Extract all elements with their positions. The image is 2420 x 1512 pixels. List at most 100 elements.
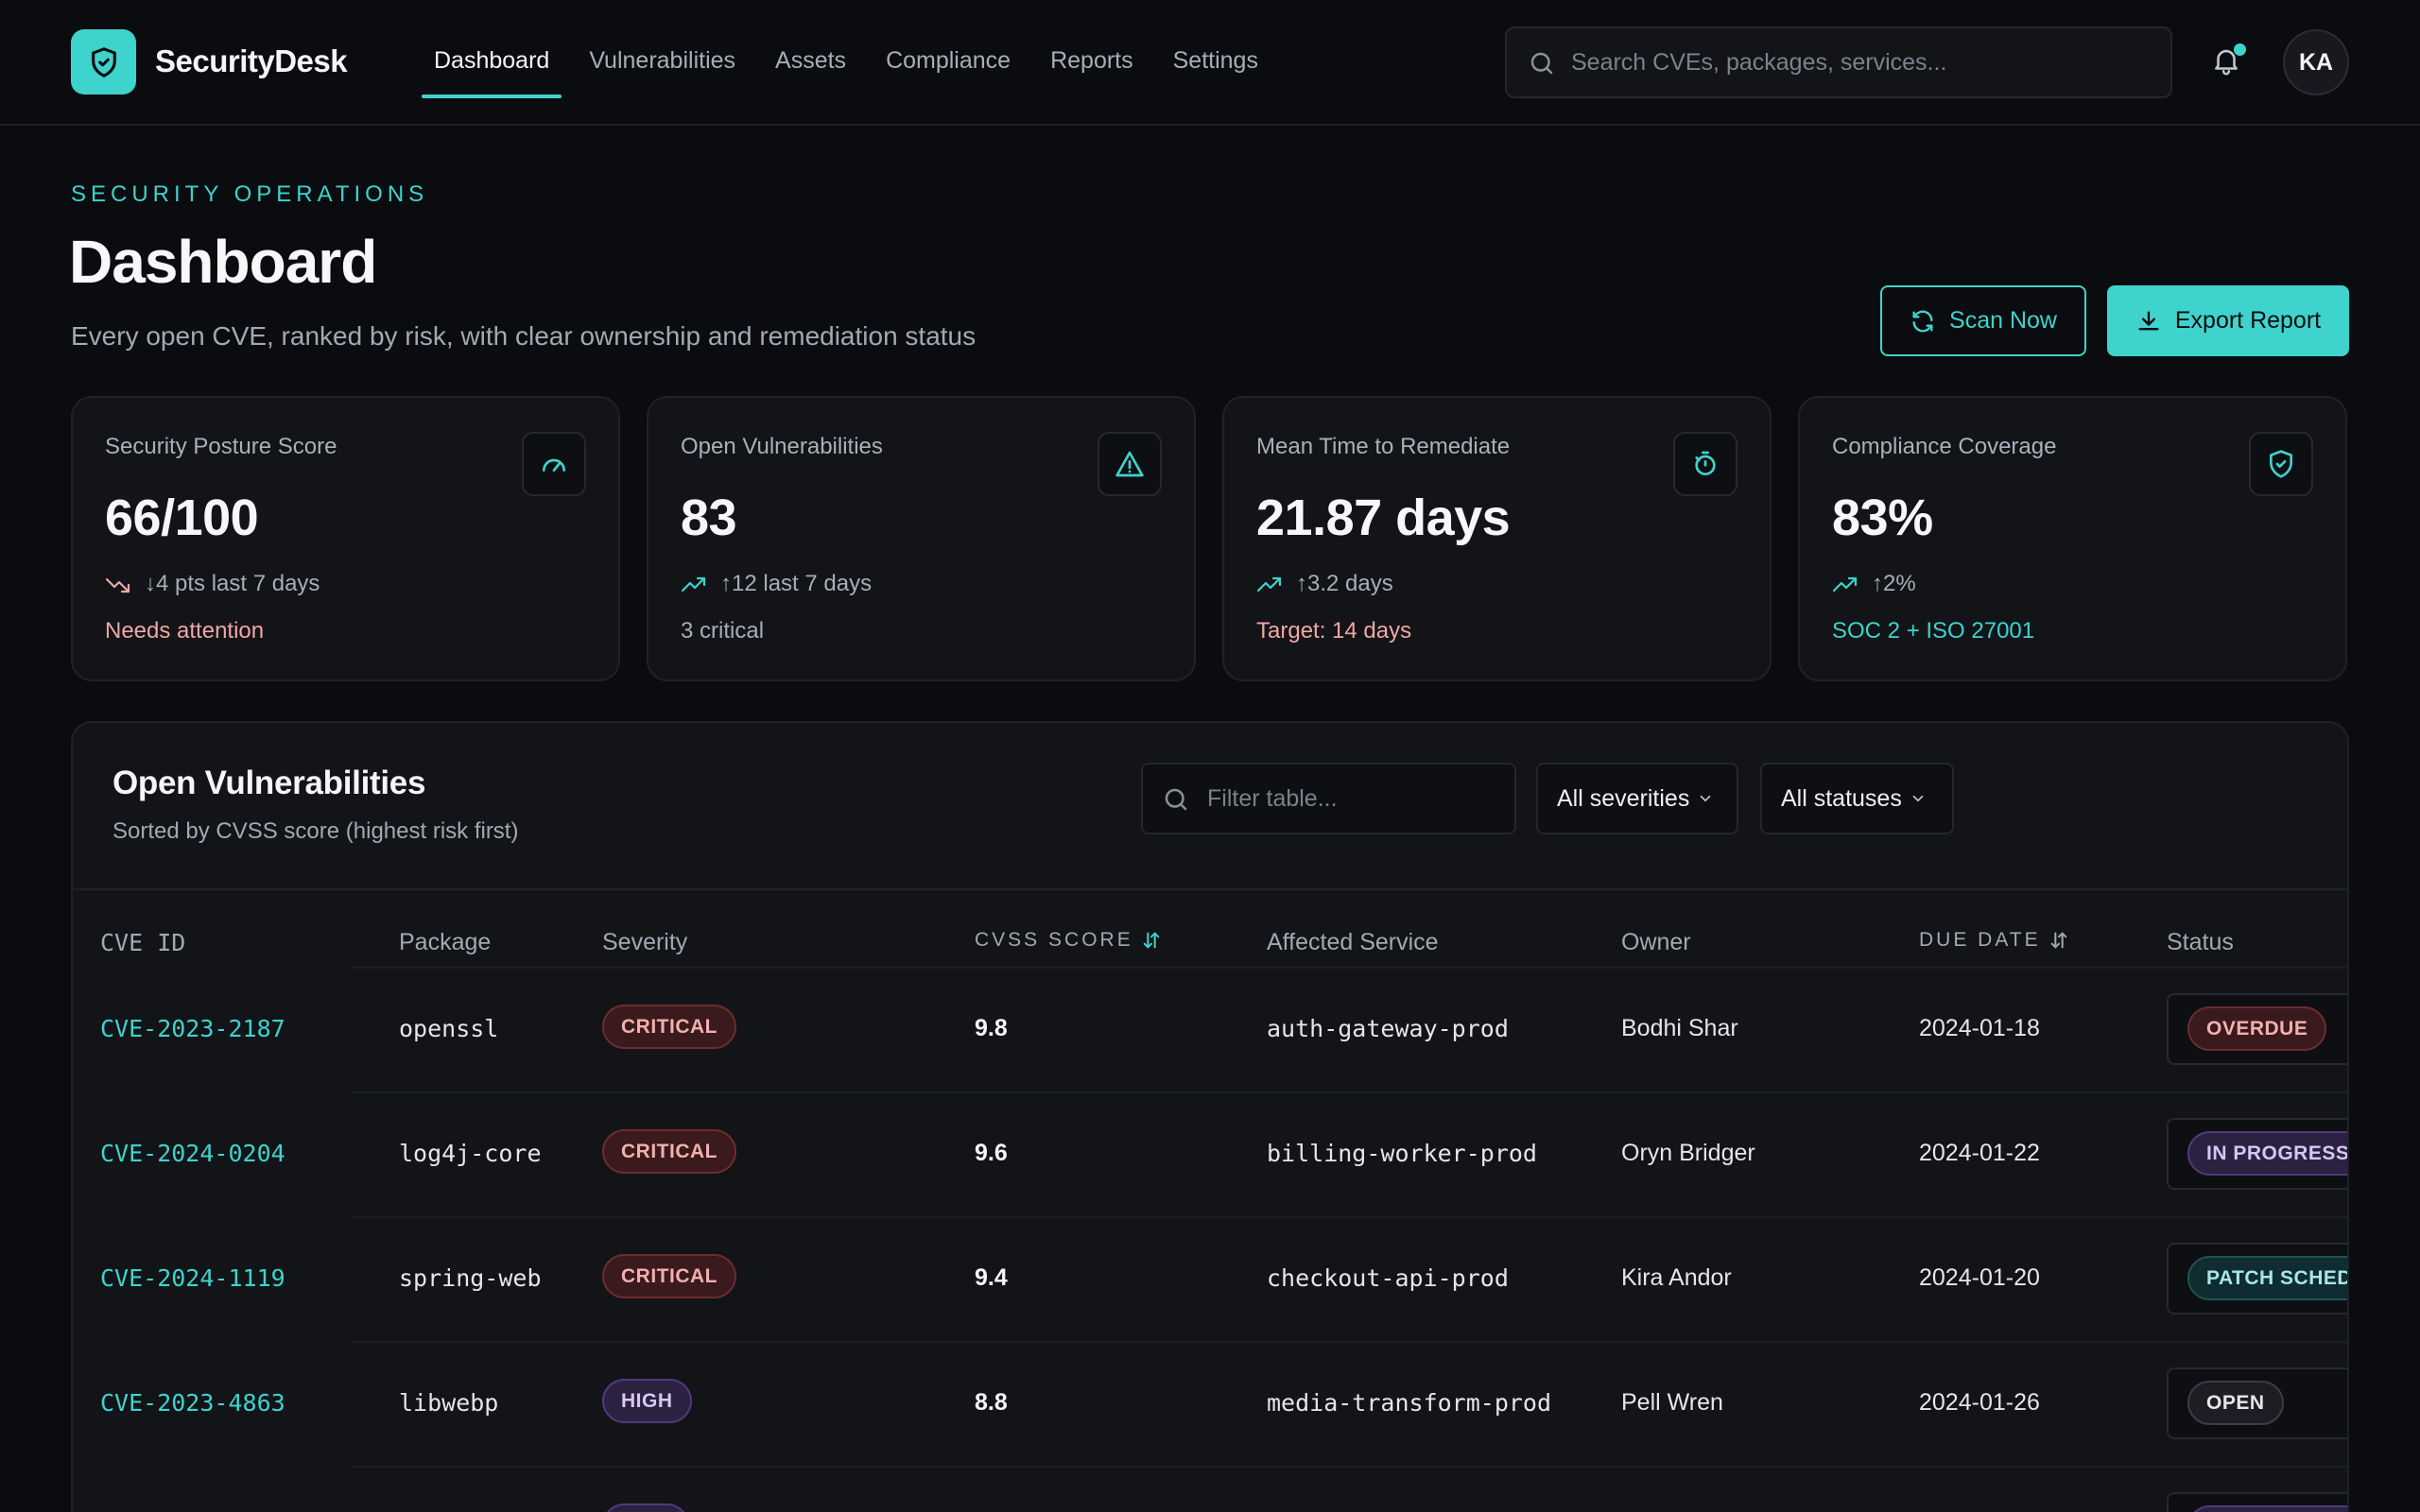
notification-dot [2234,43,2246,56]
severity-badge-partial [602,1503,689,1512]
panel-title: Open Vulnerabilities [112,765,426,801]
col-header-owner: Owner [1621,929,1691,955]
shield-check-icon [2270,450,2292,478]
stat-foot: SOC 2 + ISO 27001 [1832,618,2035,644]
nav-settings[interactable]: Settings [1172,46,1258,74]
timer-icon [1695,451,1716,475]
col-header-package: Package [399,929,492,955]
col-header-cvss-label: CVSS Score [975,929,1133,951]
package-name: libwebp [399,1389,499,1417]
stat-icon-box [1098,432,1162,496]
brand-name: SecurityDesk [155,43,348,78]
vulnerabilities-panel: Open Vulnerabilities Sorted by CVSS scor… [71,721,2349,1512]
col-header-due[interactable]: Due Date [1919,929,2069,952]
owner-name: Bodhi Shar [1621,1015,1738,1041]
stat-label: Security Posture Score [105,434,337,459]
severity-badge: HIGH [602,1379,692,1423]
row-divider [352,1091,2347,1093]
status-cell[interactable]: IN PROGRESS [2167,1118,2347,1190]
chevron-down-icon [1701,795,1711,802]
shield-logo-icon [91,46,116,77]
trend-up-icon [1832,576,1858,593]
table-filter [1141,763,1516,834]
affected-service: billing-worker-prod [1267,1140,1537,1167]
stat-trend-text: ↑2% [1872,571,1916,596]
col-header-service: Affected Service [1267,929,1439,955]
severity-badge: CRITICAL [602,1129,736,1174]
stat-trend: ↑12 last 7 days [681,571,872,597]
status-select[interactable]: All statuses [1760,763,1954,834]
cve-link[interactable]: CVE-2024-0204 [100,1140,285,1167]
status-cell[interactable]: PATCH SCHEDULED [2167,1243,2347,1314]
panel-divider [73,888,2347,890]
affected-service: media-transform-prod [1267,1389,1552,1417]
avatar[interactable]: KA [2283,29,2349,95]
bell-icon[interactable] [2210,43,2242,77]
filter-input[interactable] [1207,784,1491,813]
search-input[interactable] [1571,48,2138,77]
severity-select[interactable]: All severities [1536,763,1738,834]
affected-service: auth-gateway-prod [1267,1015,1509,1042]
refresh-icon [1912,310,1933,332]
cvss-score: 9.4 [975,1264,1008,1291]
col-header-due-label: Due Date [1919,929,2041,951]
stat-value: 21.87 days [1256,490,1511,546]
owner-name: Oryn Bridger [1621,1140,1755,1166]
trend-down-icon [105,577,130,593]
nav-reports[interactable]: Reports [1050,46,1133,74]
status-cell[interactable]: OPEN [2167,1367,2347,1439]
cvss-score: 9.8 [975,1015,1008,1041]
stat-label: Mean Time to Remediate [1256,434,1511,459]
stat-card-open-vulns: Open Vulnerabilities 83 ↑12 last 7 days … [647,396,1196,681]
cve-link[interactable]: CVE-2023-2187 [100,1015,285,1042]
status-cell-partial[interactable] [2167,1492,2347,1512]
stat-trend-text: ↑3.2 days [1296,571,1393,596]
status-cell[interactable]: OVERDUE [2167,993,2347,1065]
col-header-severity: Severity [602,929,688,955]
search-icon [1530,52,1553,75]
status-badge: PATCH SCHEDULED [2187,1256,2347,1300]
trend-up-icon [1256,576,1282,593]
stat-value: 66/100 [105,490,259,546]
col-header-status: Status [2167,929,2234,955]
gauge-icon [543,458,565,472]
col-header-cve: CVE ID [100,929,186,956]
sort-icon [1143,932,1160,949]
page-title: Dashboard [69,228,377,296]
download-icon [2138,311,2159,330]
col-header-cvss[interactable]: CVSS Score [975,929,1162,952]
due-date: 2024-01-26 [1919,1389,2040,1416]
row-divider [352,1216,2347,1218]
row-divider [352,1466,2347,1468]
package-name: openssl [399,1015,499,1042]
cvss-score: 8.8 [975,1389,1008,1416]
chevron-down-icon [1912,795,1924,802]
cvss-score: 9.6 [975,1140,1008,1166]
row-divider [352,1341,2347,1343]
status-select-value: All statuses [1781,784,1902,812]
row-divider [352,967,2347,969]
cve-link[interactable]: CVE-2024-1119 [100,1264,285,1292]
stat-trend: ↑3.2 days [1256,571,1393,597]
stat-trend: ↑2% [1832,571,1916,597]
nav-assets[interactable]: Assets [775,46,847,74]
stat-label: Open Vulnerabilities [681,434,883,459]
stat-foot: Target: 14 days [1256,618,1412,644]
logo[interactable] [71,29,136,94]
nav-dashboard[interactable]: Dashboard [422,0,562,98]
cve-link[interactable]: CVE-2023-4863 [100,1389,285,1417]
severity-badge: CRITICAL [602,1254,736,1298]
stat-trend: ↓4 pts last 7 days [105,571,320,597]
export-report-label: Export Report [2174,307,2322,334]
status-badge-partial [2187,1505,2347,1512]
nav-vulnerabilities[interactable]: Vulnerabilities [589,46,736,74]
global-search [1505,26,2172,98]
stat-foot: 3 critical [681,618,765,644]
panel-subtitle: Sorted by CVSS score (highest risk first… [112,818,519,844]
scan-now-button[interactable]: Scan Now [1880,285,2086,356]
nav-compliance[interactable]: Compliance [886,46,1011,74]
status-badge: OPEN [2187,1381,2284,1425]
severity-select-value: All severities [1557,784,1690,812]
package-name: spring-web [399,1264,542,1292]
export-report-button[interactable]: Export Report [2107,285,2349,356]
